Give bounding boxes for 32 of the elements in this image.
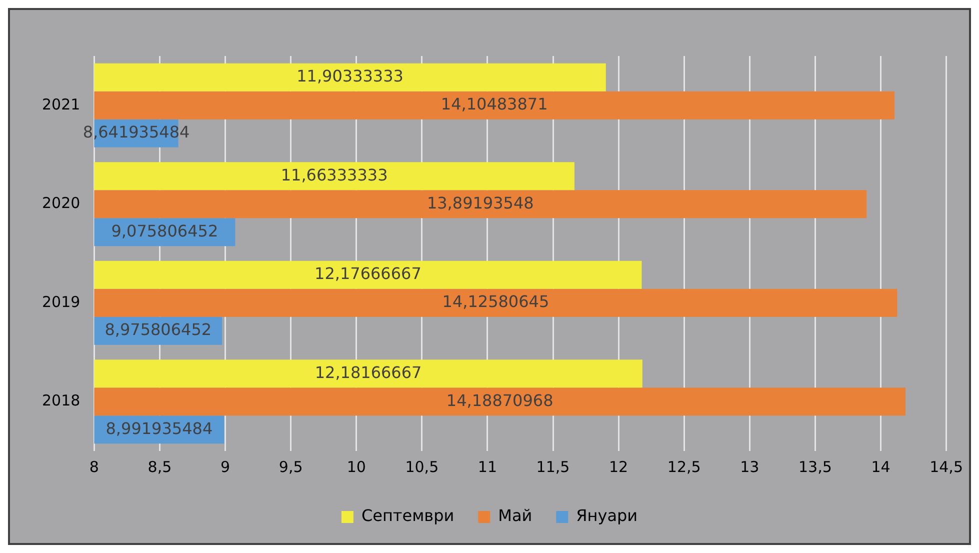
data-label: 12,17666667 — [314, 264, 422, 284]
x-tick-label: 12,5 — [667, 458, 701, 476]
data-label: 14,12580645 — [442, 292, 550, 312]
x-tick-label: 14 — [871, 458, 890, 476]
x-tick-label: 8 — [89, 458, 99, 476]
x-tick-label: 11 — [478, 458, 498, 476]
y-tick-label: 2021 — [42, 95, 80, 114]
y-tick-label: 2018 — [42, 392, 80, 410]
data-label: 8,975806452 — [104, 320, 212, 340]
y-tick-label: 2019 — [42, 292, 80, 311]
data-label: 9,075806452 — [111, 221, 218, 240]
x-tick-label: 10 — [346, 458, 366, 476]
data-label: 11,90333333 — [296, 66, 404, 86]
legend-label: Май — [498, 506, 532, 526]
data-label: 14,18870968 — [446, 390, 554, 410]
x-tick-label: 14,5 — [930, 458, 964, 476]
data-label: 13,89193548 — [426, 193, 534, 212]
x-tick-label: 13 — [740, 458, 760, 476]
x-tick-label: 8,5 — [148, 458, 172, 476]
x-tick-label: 12 — [609, 458, 628, 476]
x-tick-label: 9,5 — [278, 458, 303, 476]
data-label: 8,991935484 — [106, 418, 213, 438]
data-label: 11,66333333 — [280, 165, 388, 184]
x-tick-label: 9 — [220, 458, 230, 476]
legend-label: Септември — [361, 506, 454, 526]
x-tick-label: 13,5 — [798, 458, 832, 476]
legend-label: Януари — [576, 506, 638, 526]
y-tick-label: 2020 — [42, 194, 80, 212]
x-tick-label: 10,5 — [405, 458, 439, 476]
data-label: 12,18166667 — [314, 362, 422, 382]
x-tick-label: 11,5 — [536, 458, 570, 476]
data-label: 14,10483871 — [440, 94, 548, 114]
